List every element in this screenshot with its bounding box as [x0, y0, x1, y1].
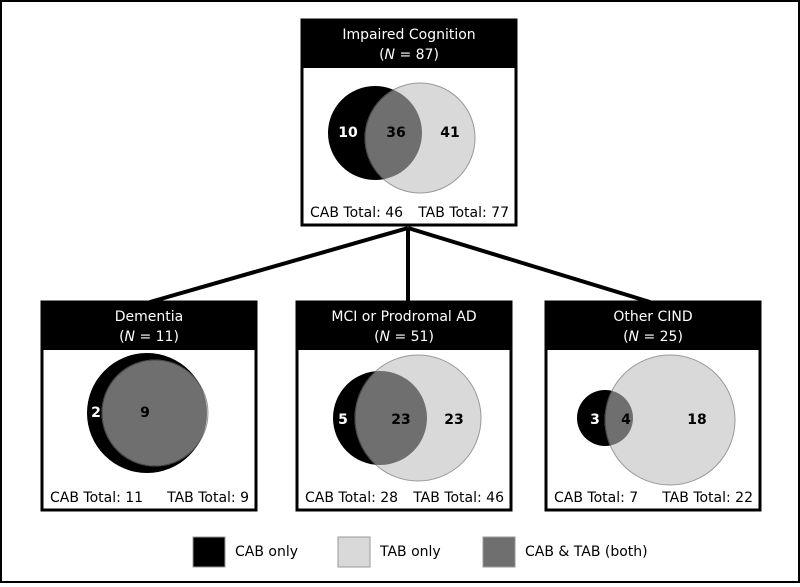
connectors	[149, 226, 651, 304]
node-header	[42, 302, 256, 350]
legend-label: CAB only	[235, 544, 298, 560]
overlap	[354, 371, 427, 465]
node-subtitle: (N = 25)	[623, 329, 683, 345]
subtitle-part: (	[379, 47, 384, 63]
cab-total: CAB Total: 46	[310, 205, 403, 221]
subtitle-part: = 25)	[639, 329, 683, 345]
venn-tab-only: 23	[444, 412, 463, 428]
venn-cab-only: 2	[91, 405, 101, 421]
subtitle-part: = 11)	[135, 329, 179, 345]
venn-both: 4	[621, 412, 631, 428]
node-subtitle: (N = 87)	[379, 47, 439, 63]
node-title: Impaired Cognition	[342, 27, 475, 43]
venn-both: 9	[140, 405, 150, 421]
node-title: Other CIND	[613, 309, 692, 325]
venn-cab-only: 3	[590, 412, 600, 428]
venn-both: 36	[386, 125, 405, 141]
overlap	[101, 359, 207, 467]
node-subtitle: (N = 11)	[119, 329, 179, 345]
cab-total: CAB Total: 7	[554, 490, 638, 506]
overlap	[604, 390, 633, 446]
legend-swatch	[337, 536, 371, 568]
subtitle-part: (	[623, 329, 628, 345]
tab-total: TAB Total: 22	[661, 490, 753, 506]
subtitle-part: = 51)	[390, 329, 434, 345]
subtitle-part: N	[385, 47, 396, 63]
node-title: Dementia	[115, 309, 183, 325]
tab-total: TAB Total: 77	[417, 205, 509, 221]
venn-both: 23	[391, 412, 410, 428]
tab-total: TAB Total: 9	[166, 490, 249, 506]
node-header	[297, 302, 511, 350]
venn-cab-only: 10	[338, 125, 358, 141]
venn-tab-only: 18	[687, 412, 706, 428]
legend-label: TAB only	[379, 544, 441, 560]
subtitle-part: (	[119, 329, 124, 345]
subtitle-part: (	[374, 329, 379, 345]
legend-swatch	[192, 536, 226, 568]
node-subtitle: (N = 51)	[374, 329, 434, 345]
venn-tab-only: 41	[440, 125, 459, 141]
subtitle-part: = 87)	[395, 47, 439, 63]
cab-total: CAB Total: 28	[305, 490, 398, 506]
legend-label: CAB & TAB (both)	[525, 544, 648, 560]
venn-cab-only: 5	[338, 412, 348, 428]
subtitle-part: N	[125, 329, 136, 345]
tab-total: TAB Total: 46	[412, 490, 504, 506]
subtitle-part: N	[380, 329, 391, 345]
overlap	[364, 86, 422, 180]
subtitle-part: N	[629, 329, 640, 345]
node-header	[302, 20, 516, 68]
node-header	[546, 302, 760, 350]
cab-total: CAB Total: 11	[50, 490, 143, 506]
node-title: MCI or Prodromal AD	[331, 309, 476, 325]
legend-swatch	[482, 536, 516, 568]
